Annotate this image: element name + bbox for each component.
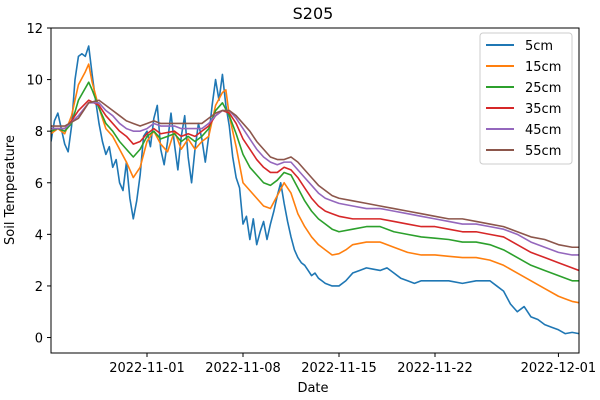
x-tick-label: 2022-12-01: [521, 361, 597, 376]
series-line-45cm: [51, 102, 579, 256]
y-tick-label: 10: [26, 74, 43, 89]
legend: 5cm 15cm 25cm 35cm 45cm 55cm: [479, 32, 573, 165]
y-axis: 0 2 4 6 8 10 12: [26, 22, 51, 347]
legend-label-5cm: 5cm: [525, 39, 553, 54]
x-axis-label: Date: [297, 381, 328, 396]
x-tick-label: 2022-11-22: [397, 361, 473, 376]
legend-label-45cm: 45cm: [525, 123, 561, 138]
series-line-5cm: [51, 45, 579, 335]
y-tick-label: 12: [26, 22, 43, 37]
y-tick-label: 0: [35, 332, 43, 347]
legend-label-15cm: 15cm: [525, 60, 561, 75]
y-tick-label: 2: [35, 280, 43, 295]
y-tick-label: 4: [35, 228, 43, 243]
plot-frame: [50, 27, 580, 354]
y-tick-label: 6: [35, 177, 43, 192]
x-tick-label: 2022-11-01: [109, 361, 185, 376]
chart-title: S205: [293, 4, 334, 23]
x-tick-label: 2022-11-08: [205, 361, 281, 376]
y-axis-label: Soil Temperature: [3, 135, 18, 245]
x-tick-label: 2022-11-15: [301, 361, 377, 376]
legend-label-55cm: 55cm: [525, 144, 561, 159]
legend-label-35cm: 35cm: [525, 102, 561, 117]
legend-label-25cm: 25cm: [525, 81, 561, 96]
series-line-35cm: [51, 99, 579, 272]
series-line-25cm: [51, 81, 579, 282]
series-line-55cm: [51, 99, 579, 249]
series-line-15cm: [51, 63, 579, 304]
series-layer: [51, 45, 579, 335]
y-tick-label: 8: [35, 125, 43, 140]
x-axis: 2022-11-01 2022-11-08 2022-11-15 2022-11-22…: [109, 353, 596, 376]
